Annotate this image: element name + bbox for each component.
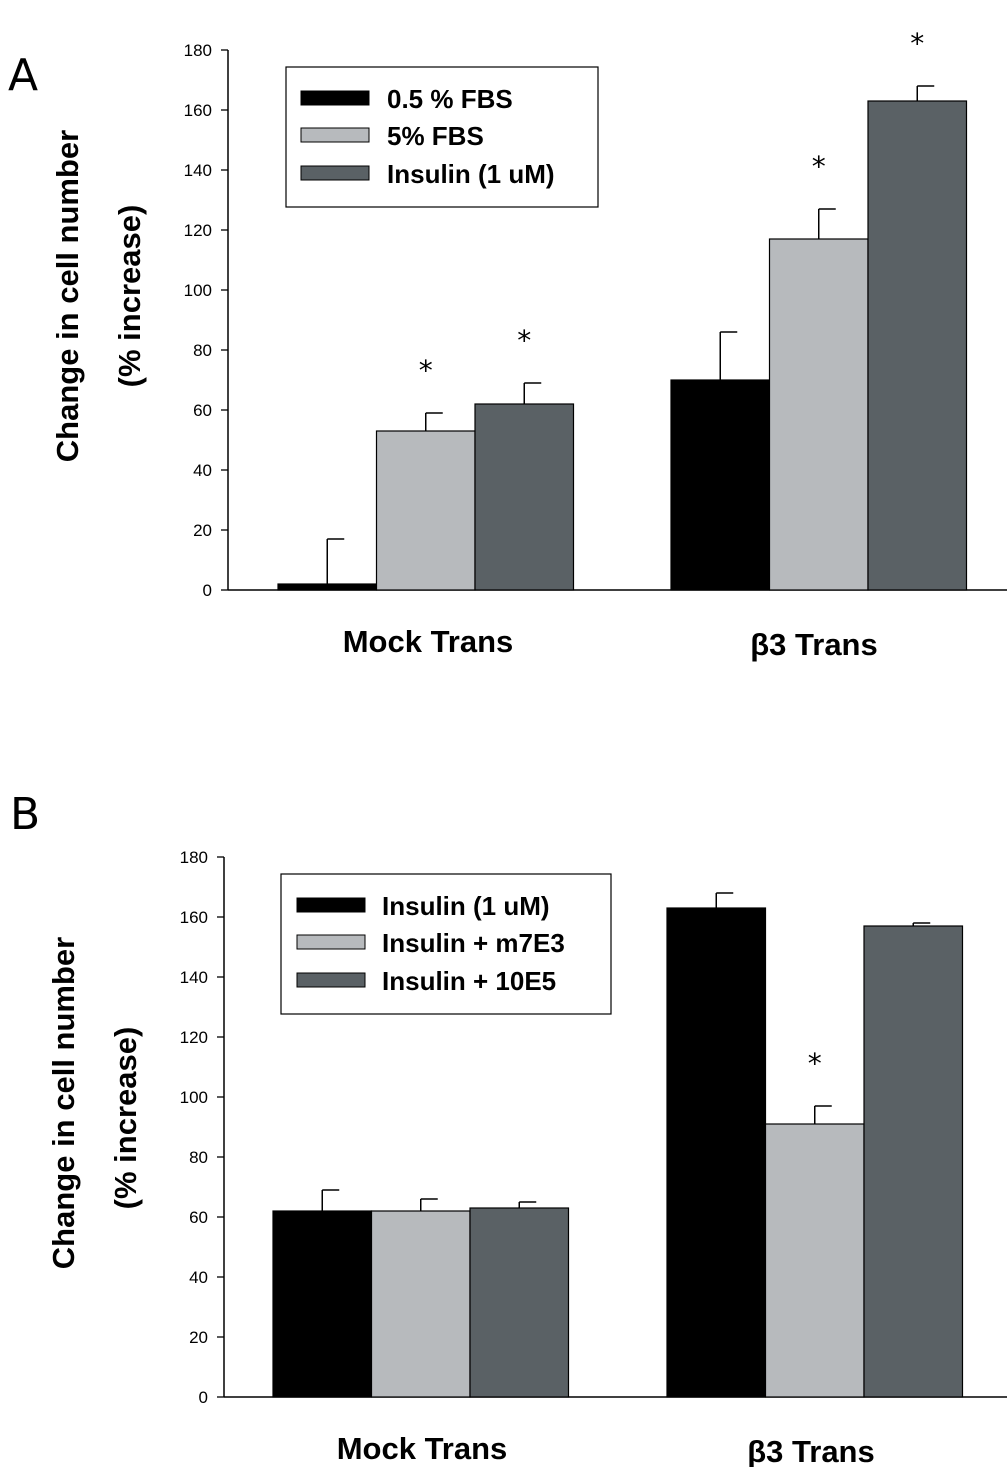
panel-b-bar: [666, 907, 767, 1398]
panel-b-ylabel-line2: (% increase): [108, 1027, 143, 1210]
panel-b-y-tick-label: 160: [180, 908, 208, 927]
panel-a-y-tick-label: 160: [184, 101, 212, 120]
panel-a-significance-marker: *: [419, 354, 433, 387]
panel-a-significance-marker: *: [812, 150, 826, 183]
panel-b-category-beta3: β3 Trans: [747, 1434, 874, 1467]
panel-b-category-mock: Mock Trans: [337, 1431, 508, 1466]
panel-a-category-mock: Mock Trans: [343, 624, 514, 659]
panel-a-ylabel-line2: (% increase): [112, 205, 147, 388]
panel-a-bar: [670, 379, 771, 591]
panel-a-legend-label-1: 0.5 % FBS: [387, 84, 513, 114]
panel-b-bar: [863, 925, 964, 1398]
panel-a-y-tick-label: 80: [193, 341, 212, 360]
panel-b-significance-marker: *: [808, 1047, 822, 1080]
panel-b-ylabel-line1: Change in cell number: [46, 937, 81, 1269]
panel-a-y-tick-label: 100: [184, 281, 212, 300]
panel-a-bar: [375, 430, 476, 591]
panel-b-legend-swatch-2: [296, 934, 366, 950]
panel-a-y-tick-label: 120: [184, 221, 212, 240]
panel-a-y-tick-label: 180: [184, 41, 212, 60]
panel-b-y-tick-label: 80: [189, 1148, 208, 1167]
panel-a-y-tick-label: 0: [203, 581, 212, 600]
panel-a-legend: 0.5 % FBS 5% FBS Insulin (1 uM): [285, 66, 599, 208]
panel-b-legend-label-2: Insulin + m7E3: [382, 928, 565, 958]
panel-b-y-tick-label: 60: [189, 1208, 208, 1227]
panel-b-y-tick-label: 120: [180, 1028, 208, 1047]
panel-b-bar: [469, 1207, 570, 1398]
panel-a-significance-marker: *: [517, 324, 531, 357]
panel-a: A 0 20 40 60 80 100 120 140 160 180 * * * * Change i…: [8, 27, 1007, 662]
panel-b: B 0 20 40 60 80 100 120 140 160 180 * Change in c…: [10, 789, 1007, 1467]
panel-a-letter: A: [8, 50, 38, 101]
panel-a-legend-label-3: Insulin (1 uM): [387, 159, 555, 189]
panel-b-letter: B: [10, 789, 40, 840]
panel-b-y-tick-label: 140: [180, 968, 208, 987]
panel-a-bars: * * * *: [277, 27, 968, 591]
panel-a-legend-label-2: 5% FBS: [387, 121, 484, 151]
panel-b-legend-swatch-3: [296, 972, 366, 988]
panel-b-axes: 0 20 40 60 80 100 120 140 160 180: [180, 848, 1007, 1407]
panel-a-significance-marker: *: [910, 27, 924, 60]
panel-b-bar: [272, 1210, 373, 1398]
panel-a-category-beta3: β3 Trans: [750, 627, 877, 662]
panel-a-ylabel-line1: Change in cell number: [50, 130, 85, 462]
panel-b-legend: Insulin (1 uM) Insulin + m7E3 Insulin + …: [280, 873, 612, 1015]
panel-b-y-tick-label: 20: [189, 1328, 208, 1347]
panel-a-bar: [474, 403, 575, 591]
panel-a-y-tick-label: 20: [193, 521, 212, 540]
panel-a-bar: [867, 100, 968, 591]
panel-b-legend-swatch-1: [296, 897, 366, 913]
panel-a-legend-swatch-2: [300, 127, 370, 143]
panel-b-bar: [764, 1123, 865, 1398]
panel-a-y-tick-label: 140: [184, 161, 212, 180]
panel-b-bar: [370, 1210, 471, 1398]
panel-a-legend-swatch-3: [300, 165, 370, 181]
panel-b-y-tick-label: 180: [180, 848, 208, 867]
panel-b-y-tick-label: 0: [199, 1388, 208, 1407]
panel-b-legend-label-3: Insulin + 10E5: [382, 966, 556, 996]
panel-a-bar: [768, 238, 869, 591]
panel-a-legend-swatch-1: [300, 90, 370, 106]
panel-b-y-tick-label: 40: [189, 1268, 208, 1287]
panel-b-y-tick-label: 100: [180, 1088, 208, 1107]
panel-b-legend-label-1: Insulin (1 uM): [382, 891, 550, 921]
panel-a-y-tick-label: 60: [193, 401, 212, 420]
panel-b-bars: *: [272, 892, 964, 1398]
panel-a-y-tick-label: 40: [193, 461, 212, 480]
panel-a-bar: [277, 583, 378, 591]
